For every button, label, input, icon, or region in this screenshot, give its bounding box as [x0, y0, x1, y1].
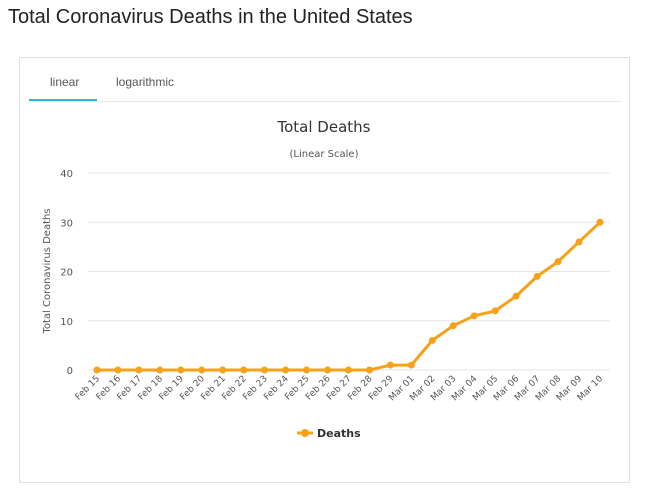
data-point[interactable] — [177, 366, 185, 374]
data-point[interactable] — [135, 366, 143, 374]
data-point[interactable] — [386, 361, 394, 369]
data-point[interactable] — [114, 366, 122, 374]
y-tick-label: 30 — [60, 218, 73, 229]
y-tick-label: 0 — [67, 366, 73, 377]
tab-logarithmic[interactable]: logarithmic — [116, 75, 175, 89]
data-point[interactable] — [470, 312, 478, 320]
grid-lines — [88, 172, 610, 371]
chart-title: Total Deaths — [277, 118, 371, 136]
scale-tabs: linear logarithmic — [29, 58, 622, 102]
data-point[interactable] — [491, 307, 499, 315]
data-point[interactable] — [282, 366, 290, 374]
legend[interactable]: Deaths — [297, 427, 361, 440]
data-point[interactable] — [449, 322, 457, 330]
data-point[interactable] — [324, 366, 332, 374]
data-point[interactable] — [512, 292, 520, 300]
legend-marker — [301, 429, 309, 437]
y-tick-label: 20 — [60, 268, 73, 279]
page-title: Total Coronavirus Deaths in the United S… — [8, 6, 413, 28]
data-point[interactable] — [93, 366, 101, 374]
data-point[interactable] — [428, 336, 436, 344]
chart-subtitle: (Linear Scale) — [290, 149, 359, 160]
series-line — [97, 221, 602, 372]
data-point[interactable] — [240, 366, 248, 374]
data-point[interactable] — [575, 238, 583, 246]
data-point[interactable] — [533, 272, 541, 280]
data-point[interactable] — [365, 366, 373, 374]
data-point[interactable] — [261, 366, 269, 374]
legend-label-deaths[interactable]: Deaths — [317, 427, 361, 440]
data-point[interactable] — [303, 366, 311, 374]
y-tick-label: 40 — [60, 169, 73, 180]
y-tick-label: 10 — [60, 317, 73, 328]
tab-linear[interactable]: linear — [50, 75, 80, 89]
data-point[interactable] — [596, 218, 604, 226]
data-point[interactable] — [345, 366, 352, 374]
y-axis-label: Total Coronavirus Deaths — [42, 208, 53, 334]
data-point[interactable] — [198, 366, 206, 374]
data-point[interactable] — [407, 361, 415, 369]
series-deaths — [93, 218, 604, 374]
y-tick-labels: 0 10 20 30 40 — [60, 169, 73, 377]
data-point[interactable] — [156, 366, 164, 374]
data-point[interactable] — [219, 366, 227, 374]
active-tab-indicator — [29, 99, 97, 101]
data-point[interactable] — [554, 258, 562, 266]
chart-panel: linear logarithmic — [19, 57, 630, 483]
